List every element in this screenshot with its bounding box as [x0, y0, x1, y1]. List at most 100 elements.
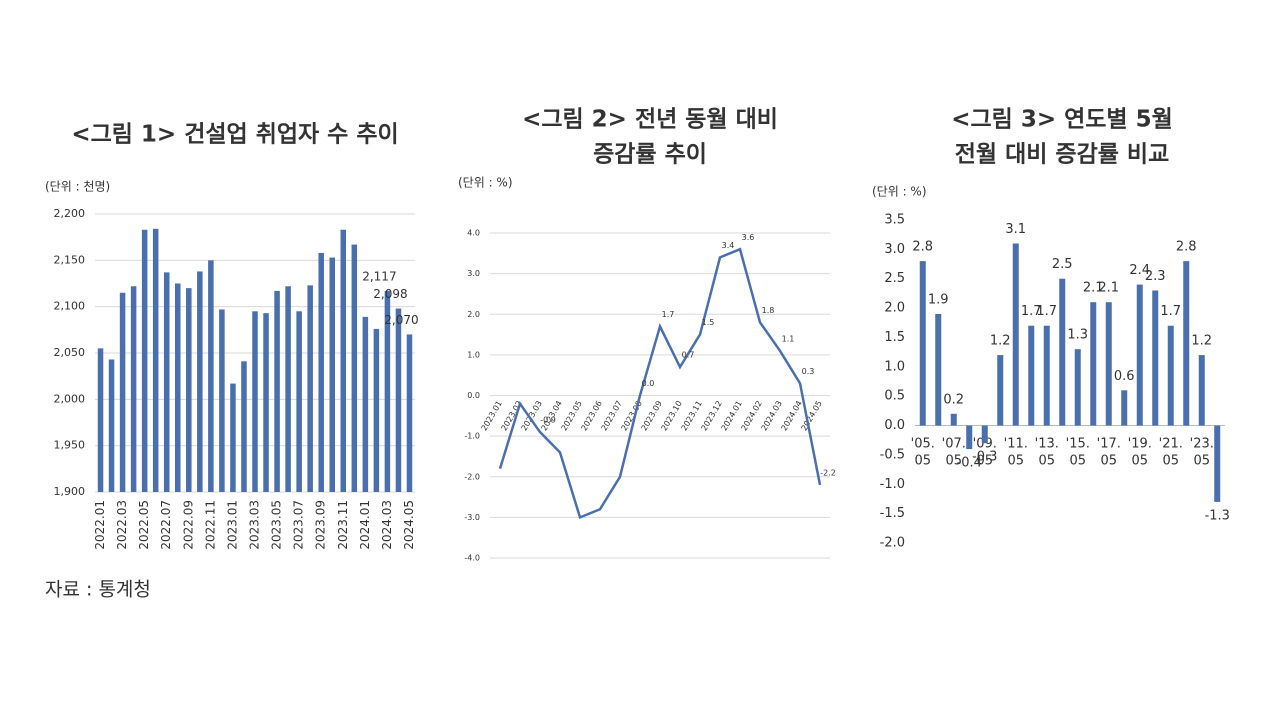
y-tick-label: -4.0 [464, 554, 480, 563]
data-label: 2.8 [1176, 240, 1197, 255]
data-label: 2,070 [384, 313, 418, 327]
data-label: 1.9 [928, 292, 949, 307]
x-tick-label: 2022.05 [137, 500, 151, 550]
y-tick-label: 1.0 [467, 350, 480, 359]
bar [395, 308, 402, 492]
y-tick-label: 0.0 [467, 391, 480, 400]
y-tick-label: -1.0 [880, 477, 905, 492]
unit-label: (단위 : %) [458, 176, 513, 190]
y-tick-label: 2.5 [884, 271, 905, 286]
x-tick-label: '15. 05 [1066, 436, 1090, 468]
bar [950, 413, 957, 426]
data-label: 2,098 [373, 287, 407, 301]
y-tick-label: -3.0 [464, 513, 480, 522]
bar [919, 261, 926, 426]
x-tick-label: '23. 05 [1190, 436, 1214, 468]
bar [406, 334, 413, 492]
y-tick-label: 2,050 [54, 346, 86, 359]
y-tick-label: 0.0 [884, 418, 905, 433]
y-tick-label: 1,900 [54, 485, 86, 498]
data-label: 2.3 [1145, 269, 1166, 284]
bar [296, 311, 302, 492]
bar [1167, 325, 1174, 426]
data-label: 3.1 [1005, 222, 1026, 237]
x-tick-label: 2022.11 [203, 500, 217, 550]
x-tick-label: 2022.03 [115, 500, 129, 550]
x-tick-label: '21. 05 [1159, 436, 1183, 468]
x-tick-label: 2024.05 [402, 500, 416, 550]
data-label: 2.5 [1052, 257, 1073, 272]
bar [981, 425, 988, 444]
bar [329, 257, 335, 492]
x-tick-label: '05. 05 [911, 436, 935, 468]
bar [935, 313, 942, 426]
bar [252, 311, 258, 492]
data-label: 0.0 [642, 379, 655, 388]
data-label: 3.4 [722, 241, 735, 250]
bar [362, 316, 369, 492]
data-label: 0.3 [802, 367, 815, 376]
bar [219, 309, 225, 492]
line-series [498, 247, 822, 520]
data-label: 1.7 [1021, 304, 1042, 319]
data-label: 1.7 [1160, 304, 1181, 319]
data-label: -0.4 [957, 456, 982, 471]
bar [1105, 302, 1112, 426]
x-tick-label: '11. 05 [1004, 436, 1028, 468]
data-label: 3.6 [742, 233, 755, 242]
chart-title: <그림 3> 연도별 5월 [951, 107, 1173, 133]
y-tick-label: 4.0 [467, 229, 480, 238]
y-tick-label: -1.5 [880, 506, 905, 521]
bar [384, 290, 391, 492]
bar [163, 272, 170, 492]
bar [274, 290, 280, 492]
bar [230, 383, 236, 492]
y-tick-label: 3.0 [884, 242, 905, 257]
y-tick-label: 1.5 [884, 330, 905, 345]
bar [351, 244, 358, 492]
y-tick-label: 2.0 [467, 310, 480, 319]
unit-label: (단위 : 천명) [45, 179, 110, 194]
y-tick-label: 2.0 [884, 301, 905, 316]
y-tick-label: 2,200 [54, 207, 86, 220]
chart-title: <그림 1> 건설업 취업자 수 추이 [71, 122, 398, 148]
x-tick-label: 2023.07 [292, 500, 306, 550]
bar [175, 283, 181, 492]
bar [208, 260, 214, 492]
bar [318, 252, 324, 492]
bar [1183, 261, 1190, 426]
bar [186, 288, 192, 492]
x-tick-label: 2024.03 [380, 500, 394, 550]
source-note: 자료 : 통계청 [45, 579, 151, 601]
data-label: 2.1 [1098, 281, 1119, 296]
data-label: 2.4 [1129, 263, 1150, 278]
bar [1198, 355, 1205, 426]
x-tick-label: 2023.11 [336, 500, 350, 550]
data-label: 1.8 [762, 306, 775, 315]
x-tick-label: '09. 05 [973, 436, 997, 468]
bar [1012, 243, 1019, 426]
x-tick-label: 2023.03 [248, 500, 262, 550]
bar [241, 361, 247, 492]
bar [197, 271, 203, 492]
y-tick-label: -2.0 [464, 472, 480, 481]
x-tick-label: 2022.01 [93, 500, 107, 550]
bar [119, 292, 126, 492]
bar [130, 286, 137, 492]
bar [263, 313, 269, 492]
bar [1074, 349, 1081, 426]
x-tick-label: 2023.05 [270, 500, 284, 550]
bar [1059, 278, 1066, 426]
bar [108, 359, 115, 492]
data-label: -0.3 [972, 450, 997, 465]
y-tick-label: 0.5 [884, 389, 905, 404]
x-tick-label: 2023.01 [225, 500, 239, 550]
x-tick-label: 2024.01 [358, 500, 372, 550]
data-label: 1.7 [662, 310, 675, 319]
x-tick-label: 2023.09 [314, 500, 328, 550]
x-tick-label: '19. 05 [1128, 436, 1152, 468]
data-label: 2.8 [912, 240, 933, 255]
data-label: -0.9 [540, 416, 556, 425]
